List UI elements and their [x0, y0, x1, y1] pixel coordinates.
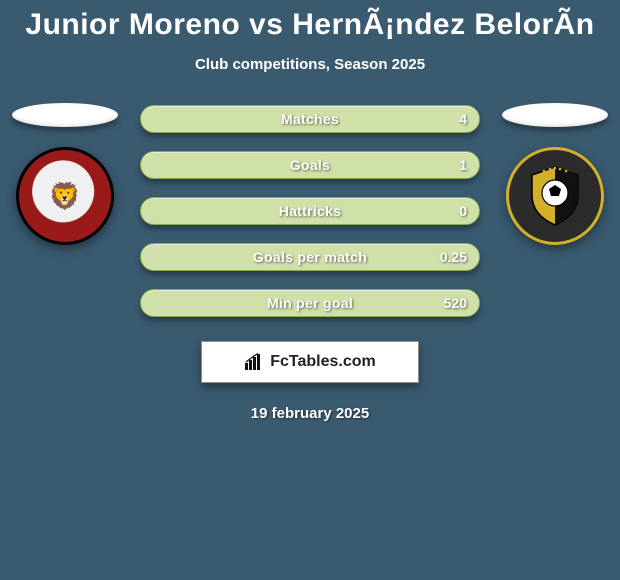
stat-value-right: 0.25: [440, 249, 467, 265]
stat-row: Matches 4: [140, 105, 480, 133]
right-team-crest: [506, 147, 604, 245]
left-player-column: 🦁: [10, 103, 120, 245]
stat-row: Goals per match 0.25: [140, 243, 480, 271]
right-player-column: [500, 103, 610, 245]
stat-row: Min per goal 520: [140, 289, 480, 317]
shield-ball-icon: [520, 161, 590, 231]
stat-value-right: 4: [459, 111, 467, 127]
stat-label: Hattricks: [279, 203, 342, 219]
left-team-crest: 🦁: [16, 147, 114, 245]
lion-icon: 🦁: [49, 183, 81, 209]
stat-row: Hattricks 0: [140, 197, 480, 225]
stat-label: Goals: [290, 157, 330, 173]
brand-badge[interactable]: FcTables.com: [201, 341, 419, 383]
season-subtitle: Club competitions, Season 2025: [195, 56, 425, 73]
brand-text: FcTables.com: [270, 353, 376, 371]
stat-row: Goals 1: [140, 151, 480, 179]
bar-chart-icon: [244, 353, 264, 371]
stat-value-right: 0: [459, 203, 467, 219]
page-title: Junior Moreno vs HernÃ¡ndez BelorÃ­n: [25, 8, 594, 42]
right-score-oval: [502, 103, 608, 127]
left-score-oval: [12, 103, 118, 127]
comparison-body: 🦁 Matches 4 Goals 1 Hattricks 0 Goals pe…: [0, 103, 620, 317]
stat-label: Goals per match: [253, 249, 367, 265]
date-label: 19 february 2025: [251, 405, 369, 422]
comparison-card: Junior Moreno vs HernÃ¡ndez BelorÃ­n Clu…: [0, 0, 620, 422]
stat-value-right: 520: [444, 295, 467, 311]
stat-label: Matches: [281, 111, 339, 127]
stats-list: Matches 4 Goals 1 Hattricks 0 Goals per …: [140, 103, 480, 317]
stat-label: Min per goal: [267, 295, 353, 311]
stat-value-right: 1: [459, 157, 467, 173]
